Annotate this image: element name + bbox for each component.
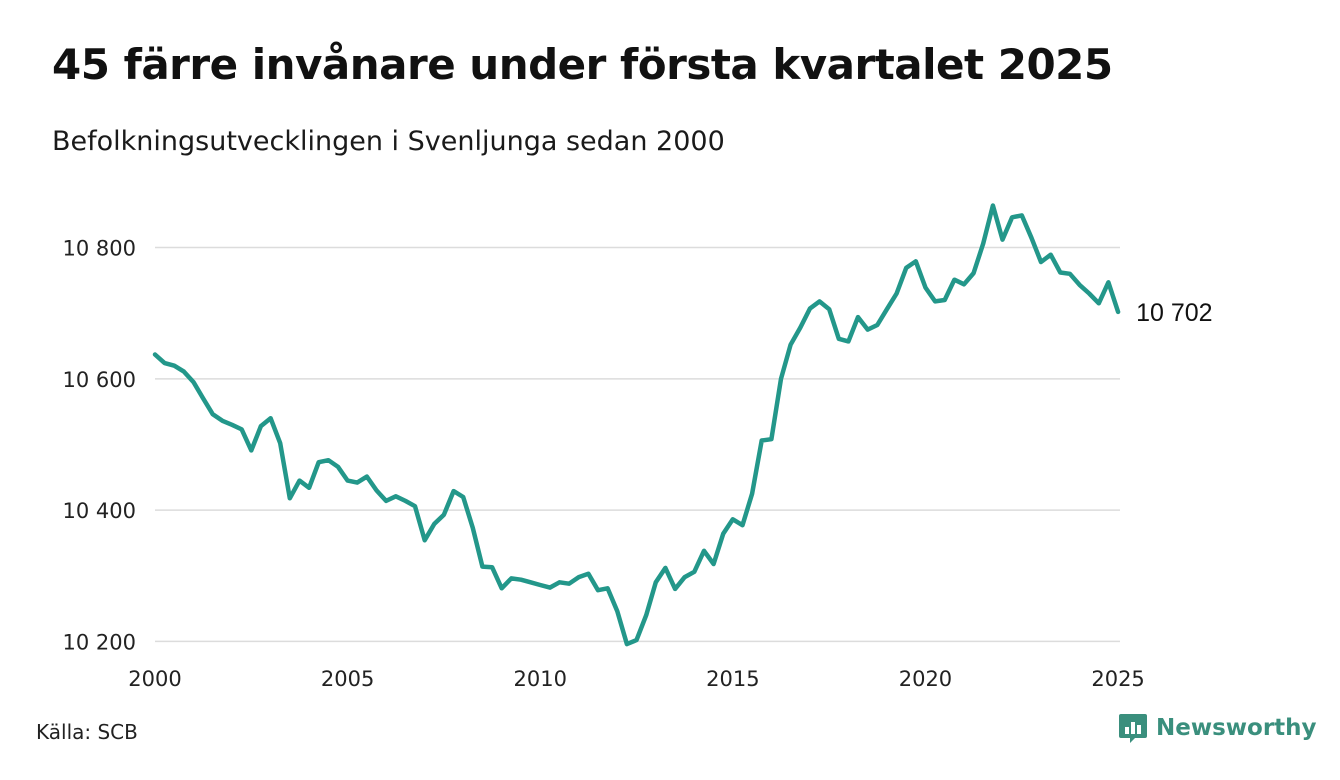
line-chart: 10 200 10 400 10 600 10 800 2000 2005 2010 201… <box>63 203 1213 691</box>
series-group <box>152 203 1121 647</box>
x-tick-label: 2020 <box>899 667 952 691</box>
y-tick-label: 10 400 <box>63 499 136 523</box>
x-tick-label: 2005 <box>321 667 374 691</box>
gridlines <box>155 246 1120 643</box>
x-tick-label: 2025 <box>1091 667 1144 691</box>
y-tick-label: 10 800 <box>63 237 136 261</box>
y-tick-label: 10 600 <box>63 368 136 392</box>
x-tick-label: 2010 <box>514 667 567 691</box>
source-label: Källa: SCB <box>36 720 138 744</box>
x-axis: 2000 2005 2010 2015 2020 2025 <box>128 667 1145 691</box>
series-line <box>152 203 1121 647</box>
end-value-label: 10 702 <box>1136 299 1212 327</box>
x-tick-label: 2000 <box>128 667 181 691</box>
chart-title: 45 färre invånare under första kvartalet… <box>52 40 1113 89</box>
x-tick-label: 2015 <box>706 667 759 691</box>
y-tick-label: 10 200 <box>63 630 136 654</box>
end-value-group: 10 702 <box>1136 299 1212 327</box>
brand-logo: Newsworthy <box>1118 712 1317 744</box>
brand-name: Newsworthy <box>1156 715 1317 741</box>
y-axis: 10 200 10 400 10 600 10 800 <box>63 237 136 655</box>
newsworthy-logo-icon <box>1119 714 1147 743</box>
chart-subtitle: Befolkningsutvecklingen i Svenljunga sed… <box>52 126 725 157</box>
